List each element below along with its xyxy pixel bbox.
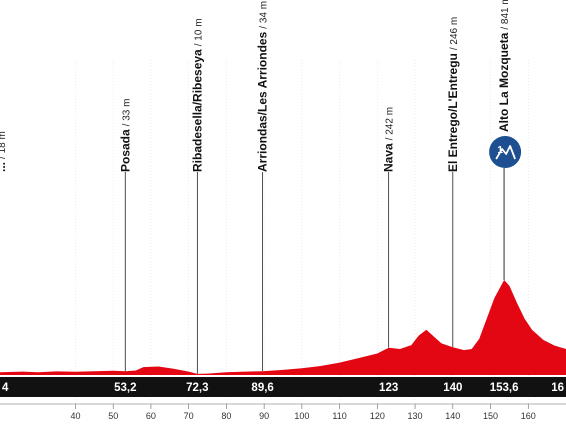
x-tick-label: 140 <box>445 411 460 421</box>
waypoint-label: ... / 18 m <box>0 131 8 172</box>
waypoint-name: Alto La Mozqueta <box>497 32 511 132</box>
x-axis-ticks: 40 50 60 70 80 90 100 110 120 130 140 150 160 <box>70 404 536 421</box>
waypoint-altitude: / 10 m <box>193 18 204 46</box>
km-label: 53,2 <box>114 382 136 394</box>
mountain-icon <box>495 145 516 160</box>
x-tick-label: 130 <box>408 411 423 421</box>
waypoint-name: Posada <box>118 129 132 172</box>
waypoint-name: ... <box>0 162 8 172</box>
waypoint-name: Arriondas/Les Arriondes <box>256 31 270 172</box>
mountain-category-badge: 1 <box>489 136 522 168</box>
waypoint-altitude: / 33 m <box>121 99 132 127</box>
waypoint-label: Ribadesella/Ribeseya / 10 m <box>190 18 204 172</box>
waypoint-altitude: / 242 m <box>385 107 396 140</box>
km-label: 89,6 <box>251 382 273 394</box>
x-tick-label: 60 <box>146 411 156 421</box>
km-labels: 4 53,2 72,3 89,6 123 140 153,6 16 <box>2 382 564 394</box>
waypoint-label: Arriondas/Les Arriondes / 34 m <box>256 1 270 172</box>
x-tick-label: 40 <box>70 411 80 421</box>
waypoint-altitude: / 841 m <box>500 0 511 30</box>
x-tick-label: 100 <box>294 411 309 421</box>
waypoint-label: Alto La Mozqueta / 841 m <box>497 0 511 132</box>
x-tick-label: 70 <box>184 411 194 421</box>
elevation-area <box>0 280 566 375</box>
waypoint-label: El Entrego/L'Entregu / 246 m <box>446 17 460 172</box>
waypoint-lines <box>124 168 505 374</box>
waypoint-name: Ribadesella/Ribeseya <box>190 49 204 172</box>
x-tick-label: 120 <box>370 411 385 421</box>
km-label: 4 <box>2 382 9 394</box>
waypoint-label: Posada / 33 m <box>118 99 132 172</box>
km-label: 140 <box>443 382 462 394</box>
waypoint-name: El Entrego/L'Entregu <box>446 53 460 172</box>
waypoint-label: Nava / 242 m <box>382 107 396 172</box>
km-band <box>0 377 566 397</box>
x-tick-label: 80 <box>221 411 231 421</box>
gridlines <box>75 60 529 404</box>
waypoint-altitude: / 246 m <box>449 17 460 50</box>
x-tick-label: 90 <box>259 411 269 421</box>
waypoint-altitude: / 18 m <box>0 131 8 159</box>
category-number: 1 <box>497 145 503 156</box>
x-tick-label: 50 <box>108 411 118 421</box>
km-label: 72,3 <box>186 382 208 394</box>
x-tick-label: 160 <box>521 411 536 421</box>
km-label: 123 <box>379 382 398 394</box>
waypoint-name: Nava <box>382 143 396 172</box>
x-tick-label: 150 <box>483 411 498 421</box>
km-label: 153,6 <box>490 382 519 394</box>
waypoint-altitude: / 34 m <box>259 1 270 29</box>
x-tick-label: 110 <box>332 411 346 421</box>
waypoint-labels: ... / 18 m Posada / 33 m Ribadesella/Ribesey… <box>0 0 511 172</box>
km-label: 16 <box>551 382 564 394</box>
